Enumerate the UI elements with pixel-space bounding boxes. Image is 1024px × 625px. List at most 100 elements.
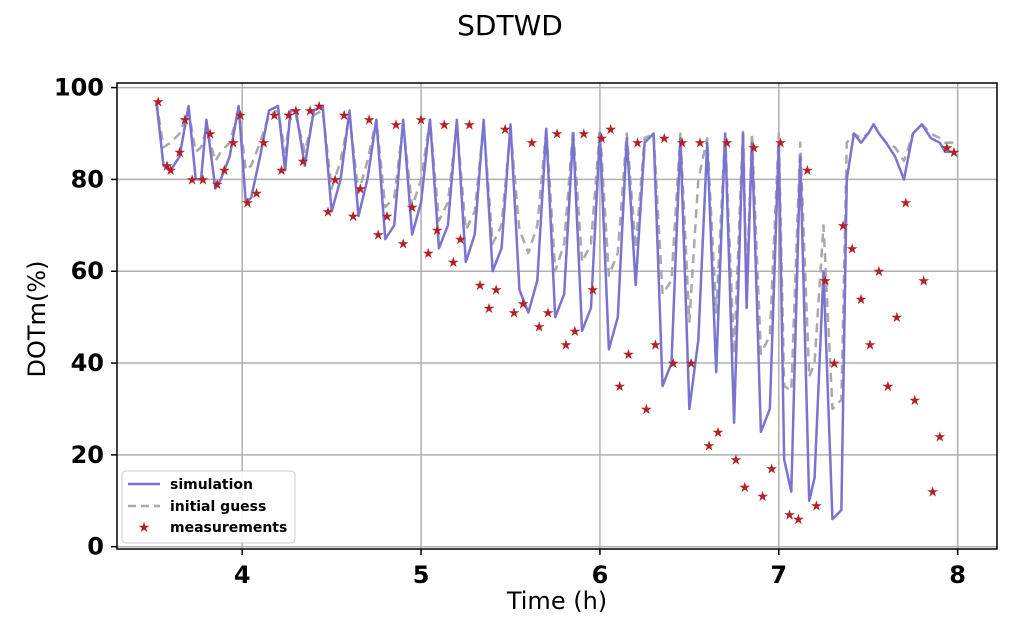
measurement-point: ★ [282, 108, 295, 124]
measurement-point: ★ [676, 136, 689, 152]
measurement-point: ★ [197, 172, 210, 188]
measurement-point: ★ [533, 319, 546, 335]
measurement-point: ★ [490, 283, 503, 299]
measurement-point: ★ [712, 425, 725, 441]
measurement-point: ★ [604, 122, 617, 138]
measurement-point: ★ [179, 113, 192, 129]
measurement-point: ★ [569, 324, 582, 340]
measurement-point: ★ [756, 489, 769, 505]
measurement-point: ★ [560, 338, 573, 354]
x-tick-label: 5 [413, 561, 430, 589]
y-tick-label: 80 [71, 165, 104, 193]
legend-measurements-label: measurements [170, 520, 287, 536]
measurement-point: ★ [819, 273, 832, 289]
measurement-point: ★ [517, 296, 530, 312]
measurement-point: ★ [891, 310, 904, 326]
x-tick-label: 8 [949, 561, 966, 589]
measurement-point: ★ [739, 480, 752, 496]
measurement-point: ★ [447, 255, 460, 271]
measurement-point: ★ [685, 356, 698, 372]
measurement-point: ★ [703, 439, 716, 455]
legend: simulation initial guess ★ measurements [121, 470, 296, 544]
x-tick-label: 7 [770, 561, 787, 589]
measurement-point: ★ [948, 145, 961, 161]
measurement-point: ★ [783, 508, 796, 524]
measurement-point: ★ [454, 232, 467, 248]
measurement-point: ★ [542, 306, 555, 322]
axes [111, 82, 998, 555]
y-tick-label: 20 [71, 441, 104, 469]
measurement-point: ★ [211, 177, 224, 193]
measurement-point: ★ [438, 117, 451, 133]
measurement-point: ★ [463, 117, 476, 133]
y-tick-label: 0 [87, 533, 104, 561]
measurement-point: ★ [899, 195, 912, 211]
measurement-point: ★ [363, 113, 376, 129]
measurement-point: ★ [730, 452, 743, 468]
measurement-point: ★ [941, 140, 954, 156]
y-axis-label: DOTm(%) [23, 261, 51, 378]
measurement-point: ★ [526, 136, 539, 152]
measurement-point: ★ [721, 136, 734, 152]
chart-title: SDTWD [457, 9, 563, 42]
measurement-point: ★ [257, 136, 270, 152]
measurement-point: ★ [658, 131, 671, 147]
measurement-point: ★ [667, 356, 680, 372]
measurement-point: ★ [810, 498, 823, 514]
measurement-point: ★ [372, 228, 385, 244]
measurement-point: ★ [397, 237, 410, 253]
measurement-point: ★ [747, 140, 760, 156]
measurement-point: ★ [275, 163, 288, 179]
measurement-point: ★ [347, 209, 360, 225]
measurement-point: ★ [908, 393, 921, 409]
measurement-point: ★ [234, 108, 247, 124]
measurement-point: ★ [329, 172, 342, 188]
measurement-point: ★ [774, 136, 787, 152]
simulation-line [155, 101, 955, 521]
measurement-point: ★ [933, 430, 946, 446]
x-tick-label: 6 [592, 561, 609, 589]
measurement-point: ★ [431, 223, 444, 239]
legend-measurements-swatch: ★ [138, 520, 151, 536]
y-tick-label: 40 [71, 349, 104, 377]
y-tick-label: 60 [71, 257, 104, 285]
measurement-point: ★ [508, 306, 521, 322]
measurement-point: ★ [640, 402, 653, 418]
measurement-point: ★ [828, 356, 841, 372]
measurement-point: ★ [846, 241, 859, 257]
measurement-point: ★ [578, 127, 591, 143]
measurement-point: ★ [801, 163, 814, 179]
measurement-point: ★ [250, 186, 263, 202]
measurement-point: ★ [173, 145, 186, 161]
measurement-point: ★ [338, 108, 351, 124]
measurement-point: ★ [204, 127, 217, 143]
measurement-point: ★ [422, 246, 435, 262]
measurement-point: ★ [499, 122, 512, 138]
measurement-point: ★ [390, 117, 403, 133]
measurement-point: ★ [595, 131, 608, 147]
measurement-point: ★ [765, 462, 778, 478]
measurement-point: ★ [297, 154, 310, 170]
measurement-point: ★ [304, 104, 317, 120]
measurement-point: ★ [322, 205, 335, 221]
initial-guess-line [155, 101, 955, 411]
plot-frame [116, 82, 998, 550]
measurement-point: ★ [586, 283, 599, 299]
measurement-point: ★ [622, 347, 635, 363]
measurement-point: ★ [882, 379, 895, 395]
measurement-point: ★ [415, 113, 428, 129]
measurement-point: ★ [227, 136, 240, 152]
measurement-point: ★ [792, 512, 805, 528]
measurement-point: ★ [474, 278, 487, 294]
measurement-point: ★ [313, 99, 326, 115]
legend-simulation-label: simulation [170, 477, 253, 493]
measurement-point: ★ [164, 163, 177, 179]
measurement-point: ★ [241, 195, 254, 211]
measurement-point: ★ [613, 379, 626, 395]
legend-box [121, 470, 296, 544]
measurement-point: ★ [483, 301, 496, 317]
y-tick-label: 100 [54, 74, 104, 102]
measurement-point: ★ [161, 159, 174, 175]
